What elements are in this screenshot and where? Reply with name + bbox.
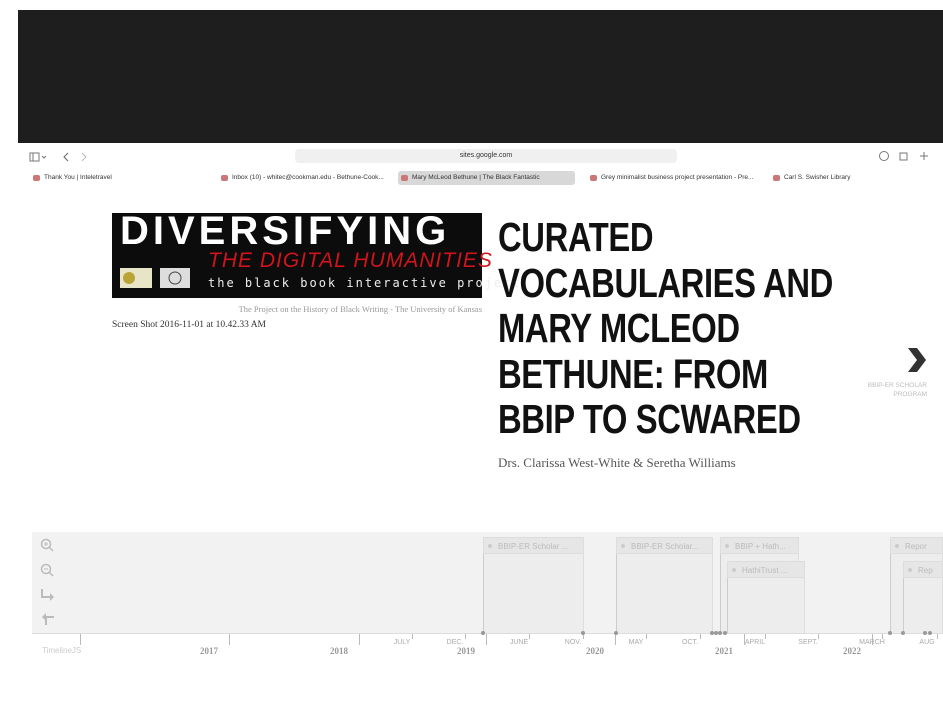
- year-tick: [229, 634, 230, 645]
- dark-banner: [18, 10, 943, 143]
- next-label[interactable]: BBIP-ER SCHOLAR PROGRAM: [863, 381, 927, 399]
- month-label: MARCH: [859, 639, 885, 646]
- nav-buttons[interactable]: [28, 150, 98, 164]
- event-dot: [928, 631, 932, 635]
- event-dot: [581, 631, 585, 635]
- event-dot: [723, 631, 727, 635]
- headline-line: BETHUNE: FROM: [498, 352, 833, 398]
- year-label: 2018: [330, 646, 348, 656]
- slide-text: Drs. Clarissa West-White & Seretha Willi…: [498, 455, 736, 471]
- headline-line: CURATED: [498, 215, 833, 261]
- next-arrow[interactable]: [903, 346, 929, 374]
- year-label: 2019: [457, 646, 475, 656]
- month-label: JULY: [394, 639, 411, 646]
- year-tick: [80, 634, 81, 645]
- month-label: APRIL: [745, 639, 765, 646]
- month-label: SEPT.: [798, 639, 817, 646]
- timeline-marker[interactable]: BBIP-ER Scholar ...: [483, 537, 584, 554]
- event-dot: [614, 631, 618, 635]
- year-label: 2020: [586, 646, 604, 656]
- year-label: 2021: [715, 646, 733, 656]
- month-label: JUNE: [510, 639, 528, 646]
- timeline-marker[interactable]: BBIP-ER Scholar...: [616, 537, 713, 554]
- event-dot: [718, 631, 722, 635]
- browser-tab[interactable]: Thank You | Inteletravel: [30, 171, 200, 185]
- month-label: MAY: [629, 639, 644, 646]
- headline-line: MARY MCLEOD: [498, 306, 833, 352]
- month-label: NOV.: [565, 639, 581, 646]
- year-label: 2017: [200, 646, 218, 656]
- time-axis: [32, 633, 943, 634]
- year-tick: [615, 634, 616, 645]
- year-tick: [486, 634, 487, 645]
- event-dot: [888, 631, 892, 635]
- image-tagline: the black book interactive project: [208, 276, 522, 290]
- timeline-marker[interactable]: Rep: [903, 561, 943, 578]
- headline-line: VOCABULARIES AND: [498, 261, 833, 307]
- zoom-controls[interactable]: [38, 537, 58, 629]
- image-caption: Screen Shot 2016-11-01 at 10.42.33 AM: [112, 320, 266, 330]
- month-tick: [412, 634, 413, 639]
- event-dot: [901, 631, 905, 635]
- timeline-marker[interactable]: Repor: [890, 537, 943, 554]
- month-tick: [700, 634, 701, 639]
- year-tick: [359, 634, 360, 645]
- timeline-marker[interactable]: HathiTrust ...: [727, 561, 805, 578]
- url: sites.google.com: [420, 150, 552, 162]
- month-tick: [646, 634, 647, 639]
- month-label: AUG: [919, 639, 934, 646]
- toolbar-icons[interactable]: [876, 149, 943, 163]
- month-label: DEC.: [447, 639, 464, 646]
- month-tick: [937, 634, 938, 639]
- image-subtitle: THE DIGITAL HUMANITIES: [208, 249, 493, 273]
- timeline-marker[interactable]: BBIP + Hath...: [720, 537, 799, 554]
- month-tick: [529, 634, 530, 639]
- month-tick: [465, 634, 466, 639]
- event-dot: [481, 631, 485, 635]
- screen: sites.google.com Thank You | Inteletrave…: [0, 0, 943, 719]
- browser-tab[interactable]: Inbox (10) - whitec@cookman.edu - Bethun…: [218, 171, 388, 185]
- image-logos: [120, 268, 192, 290]
- browser-tab[interactable]: Grey minimalist business project present…: [587, 171, 759, 185]
- year-label: 2022: [843, 646, 861, 656]
- event-dot: [923, 631, 927, 635]
- month-label: OCT.: [682, 639, 698, 646]
- timeline-logo: TimelineJS: [32, 646, 84, 655]
- browser-tab[interactable]: Mary McLeod Bethune | The Black Fantasti…: [398, 171, 575, 185]
- image-title: DIVERSIFYING: [120, 209, 450, 254]
- page: {"browser": {"url": "sites.google.com", …: [0, 0, 943, 719]
- month-tick: [765, 634, 766, 639]
- image-credit: The Project on the History of Black Writ…: [239, 304, 482, 314]
- headline-line: BBIP TO SCWARED: [498, 397, 833, 443]
- month-tick: [818, 634, 819, 639]
- browser-tab[interactable]: Carl S. Swisher Library: [770, 171, 930, 185]
